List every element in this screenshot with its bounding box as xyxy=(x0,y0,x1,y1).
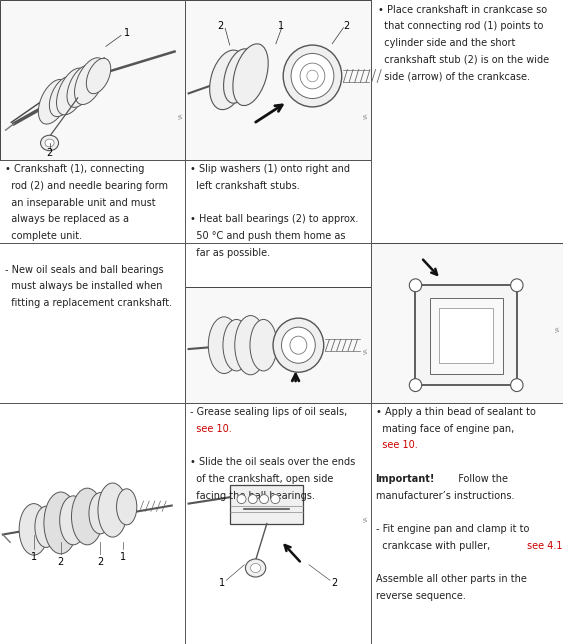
Bar xyxy=(415,285,517,385)
Ellipse shape xyxy=(38,79,69,124)
Text: • Heat ball bearings (2) to approx.: • Heat ball bearings (2) to approx. xyxy=(190,214,358,225)
Ellipse shape xyxy=(245,559,266,577)
Ellipse shape xyxy=(72,488,103,545)
Ellipse shape xyxy=(409,279,422,292)
Text: 2: 2 xyxy=(57,557,64,567)
Text: VA: VA xyxy=(364,515,369,522)
Text: 1: 1 xyxy=(219,578,225,588)
Ellipse shape xyxy=(56,68,88,115)
Text: mating face of engine pan,: mating face of engine pan, xyxy=(376,424,514,434)
Text: must always be installed when: must always be installed when xyxy=(5,281,162,292)
Ellipse shape xyxy=(291,53,334,99)
Ellipse shape xyxy=(67,65,95,108)
Text: that connecting rod (1) points to: that connecting rod (1) points to xyxy=(378,21,543,32)
Text: reverse sequence.: reverse sequence. xyxy=(376,591,466,601)
Ellipse shape xyxy=(44,492,78,554)
Ellipse shape xyxy=(19,504,48,555)
Ellipse shape xyxy=(290,336,307,354)
Text: manufacturer’s instructions.: manufacturer’s instructions. xyxy=(376,491,514,501)
Text: VA: VA xyxy=(179,113,184,119)
Text: Important!: Important! xyxy=(376,474,435,484)
Text: VA: VA xyxy=(364,113,369,119)
Bar xyxy=(439,308,493,363)
Text: • Slide the oil seals over the ends: • Slide the oil seals over the ends xyxy=(190,457,355,468)
Text: rod (2) and needle bearing form: rod (2) and needle bearing form xyxy=(5,181,168,191)
Text: 2: 2 xyxy=(46,148,53,158)
Ellipse shape xyxy=(89,493,111,534)
Ellipse shape xyxy=(223,319,250,371)
Ellipse shape xyxy=(208,317,240,374)
Ellipse shape xyxy=(250,319,277,371)
Bar xyxy=(185,0,371,160)
Text: 1: 1 xyxy=(120,552,126,562)
Ellipse shape xyxy=(209,50,247,109)
Text: VA: VA xyxy=(364,348,369,354)
Ellipse shape xyxy=(283,45,342,107)
Ellipse shape xyxy=(307,70,318,82)
Text: 1: 1 xyxy=(124,28,129,39)
Text: Follow the: Follow the xyxy=(452,474,508,484)
Text: • Place crankshaft in crankcase so: • Place crankshaft in crankcase so xyxy=(378,5,547,15)
Text: complete unit.: complete unit. xyxy=(5,231,82,242)
Ellipse shape xyxy=(300,63,325,89)
Ellipse shape xyxy=(235,316,266,375)
Ellipse shape xyxy=(117,489,137,525)
Text: 1: 1 xyxy=(31,552,37,562)
Bar xyxy=(230,485,303,524)
Ellipse shape xyxy=(224,49,255,103)
Ellipse shape xyxy=(273,318,324,372)
Ellipse shape xyxy=(60,496,87,545)
Text: fitting a replacement crankshaft.: fitting a replacement crankshaft. xyxy=(5,298,172,308)
Ellipse shape xyxy=(35,506,57,547)
Text: 2: 2 xyxy=(343,21,350,31)
Ellipse shape xyxy=(271,495,280,504)
Ellipse shape xyxy=(74,58,106,104)
Text: • Apply a thin bead of sealant to: • Apply a thin bead of sealant to xyxy=(376,407,535,417)
Text: 50 °C and push them home as: 50 °C and push them home as xyxy=(190,231,345,242)
Text: facing the ball bearings.: facing the ball bearings. xyxy=(190,491,315,501)
Ellipse shape xyxy=(233,44,268,106)
Text: • Slip washers (1) onto right and: • Slip washers (1) onto right and xyxy=(190,164,350,175)
Text: see 10.: see 10. xyxy=(376,440,417,451)
Ellipse shape xyxy=(237,495,246,504)
Ellipse shape xyxy=(511,379,523,392)
Ellipse shape xyxy=(511,279,523,292)
Text: 2: 2 xyxy=(217,21,224,31)
Ellipse shape xyxy=(282,327,315,363)
Text: 1: 1 xyxy=(279,21,284,31)
Text: 2: 2 xyxy=(97,557,104,567)
Text: crankshaft stub (2) is on the wide: crankshaft stub (2) is on the wide xyxy=(378,55,549,65)
Text: VA: VA xyxy=(556,325,561,332)
Text: far as possible.: far as possible. xyxy=(190,248,270,258)
Text: 2: 2 xyxy=(331,578,338,588)
Ellipse shape xyxy=(45,139,54,147)
Ellipse shape xyxy=(248,495,257,504)
Text: see 10.: see 10. xyxy=(190,424,231,434)
Bar xyxy=(185,287,371,402)
Ellipse shape xyxy=(409,379,422,392)
Ellipse shape xyxy=(86,59,111,93)
Text: an inseparable unit and must: an inseparable unit and must xyxy=(5,198,155,208)
Bar xyxy=(430,298,503,374)
Text: - Grease sealing lips of oil seals,: - Grease sealing lips of oil seals, xyxy=(190,407,347,417)
Text: • Crankshaft (1), connecting: • Crankshaft (1), connecting xyxy=(5,164,144,175)
Text: Assemble all other parts in the: Assemble all other parts in the xyxy=(376,574,526,585)
Ellipse shape xyxy=(260,495,269,504)
Text: side (arrow) of the crankcase.: side (arrow) of the crankcase. xyxy=(378,71,530,82)
Text: cylinder side and the short: cylinder side and the short xyxy=(378,38,515,48)
Ellipse shape xyxy=(251,564,261,573)
Bar xyxy=(0,0,185,160)
Text: of the crankshaft, open side: of the crankshaft, open side xyxy=(190,474,333,484)
Bar xyxy=(371,243,563,402)
Text: see 4.1: see 4.1 xyxy=(527,541,562,551)
Text: - Fit engine pan and clamp it to: - Fit engine pan and clamp it to xyxy=(376,524,529,535)
Text: always be replaced as a: always be replaced as a xyxy=(5,214,128,225)
Ellipse shape xyxy=(41,135,59,151)
Ellipse shape xyxy=(50,77,77,117)
Text: left crankshaft stubs.: left crankshaft stubs. xyxy=(190,181,300,191)
Ellipse shape xyxy=(98,483,127,537)
Text: - New oil seals and ball bearings: - New oil seals and ball bearings xyxy=(5,265,163,275)
Text: crankcase with puller,: crankcase with puller, xyxy=(376,541,493,551)
